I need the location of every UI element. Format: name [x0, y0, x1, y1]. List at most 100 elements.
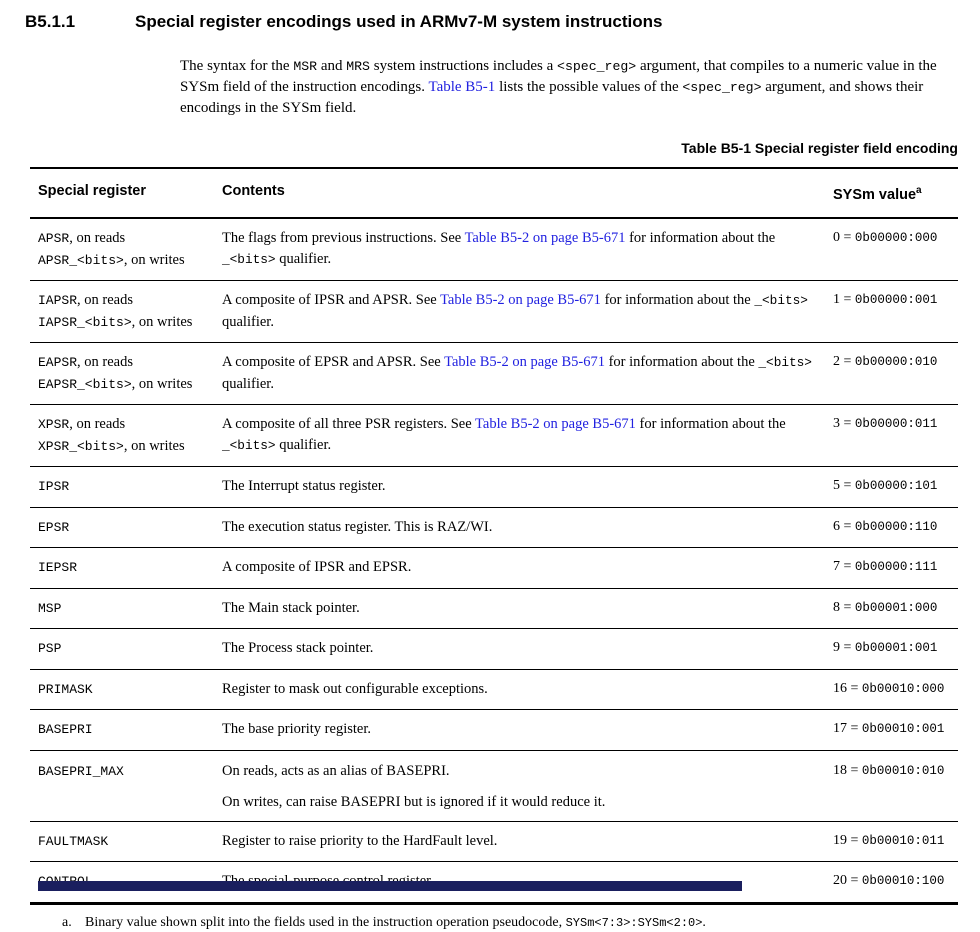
text-run: argument, and shows their encodings in t… — [180, 79, 924, 116]
sysm-value-cell: 6 = 0b00000:110 — [833, 517, 958, 539]
header-sysm-value-label: SYSm value — [833, 186, 917, 203]
text-run: 1 = — [833, 292, 855, 308]
text-run: The syntax for the — [180, 58, 294, 74]
register-line: PRIMASK — [38, 679, 222, 701]
code-text: <spec_reg> — [557, 59, 637, 74]
text-run: , on reads — [69, 416, 126, 433]
text-run: 0 = — [833, 230, 855, 246]
cross-reference-link[interactable]: Table B5-2 on page B5-671 — [444, 354, 605, 371]
code-text: 0b00010:000 — [861, 681, 945, 696]
table-row: IEPSR A composite of IPSR and EPSR. 7 = 0b… — [30, 547, 958, 588]
code-text: 0b00001:000 — [854, 600, 938, 615]
register-cell: PRIMASK — [38, 679, 222, 701]
text-run: qualifier. — [275, 436, 332, 453]
text-run: 6 = — [833, 518, 855, 534]
table-row: PSP The Process stack pointer. 9 = 0b00001… — [30, 628, 958, 669]
code-text: IAPSR — [38, 293, 78, 309]
contents-paragraph: On reads, acts as an alias of BASEPRI. — [222, 761, 815, 782]
text-run: , on reads — [69, 230, 126, 247]
text-run: , on writes — [131, 375, 193, 392]
register-line: APSR_<bits>, on writes — [38, 250, 222, 272]
text-run: and — [317, 58, 347, 74]
text-run: , on writes — [123, 251, 185, 268]
contents-cell: Register to raise priority to the HardFa… — [222, 831, 833, 853]
contents-cell: A composite of IPSR and EPSR. — [222, 557, 833, 579]
sysm-value-cell: 3 = 0b00000:011 — [833, 414, 958, 457]
contents-paragraph: A composite of IPSR and EPSR. — [222, 557, 815, 578]
code-text: XPSR_<bits> — [38, 438, 124, 454]
contents-paragraph: A composite of IPSR and APSR. See Table … — [222, 290, 815, 332]
register-line: APSR, on reads — [38, 228, 222, 250]
sysm-value-cell: 5 = 0b00000:101 — [833, 476, 958, 498]
register-cell: APSR, on reads APSR_<bits>, on writes — [38, 228, 222, 271]
contents-paragraph: The flags from previous instructions. Se… — [222, 228, 815, 270]
table-row: BASEPRI The base priority register. 17 = 0… — [30, 709, 958, 750]
table-row: IAPSR, on reads IAPSR_<bits>, on writes A … — [30, 280, 958, 342]
code-text: BASEPRI_MAX — [38, 763, 124, 779]
code-text: PRIMASK — [38, 681, 93, 697]
code-text: 0b00000:011 — [854, 417, 938, 432]
register-line: IAPSR, on reads — [38, 290, 222, 312]
register-line: PSP — [38, 638, 222, 660]
header-special-register: Special register — [38, 183, 146, 199]
contents-paragraph: The Process stack pointer. — [222, 638, 815, 659]
contents-cell: On reads, acts as an alias of BASEPRI. On… — [222, 761, 833, 813]
code-text: IEPSR — [38, 560, 78, 576]
code-text: MRS — [346, 59, 370, 74]
text-run: A composite of IPSR and APSR. See — [222, 292, 441, 309]
code-text: 0b00000:001 — [854, 293, 938, 308]
text-run: A composite of IPSR and EPSR. — [222, 559, 412, 576]
sysm-value-cell: 18 = 0b00010:010 — [833, 761, 958, 813]
contents-cell: The execution status register. This is R… — [222, 517, 833, 539]
table-row: BASEPRI_MAX On reads, acts as an alias of… — [30, 749, 958, 821]
cross-reference-link[interactable]: Table B5-1 — [428, 79, 496, 95]
cross-reference-link[interactable]: Table B5-2 on page B5-671 — [475, 416, 636, 433]
register-line: FAULTMASK — [38, 831, 222, 853]
text-run: , on reads — [77, 354, 133, 371]
cross-reference-link[interactable]: Table B5-2 on page B5-671 — [464, 230, 626, 247]
contents-paragraph: A composite of EPSR and APSR. See Table … — [222, 352, 815, 394]
code-text: _<bits> — [754, 293, 808, 309]
register-cell: XPSR, on reads XPSR_<bits>, on writes — [38, 414, 222, 457]
text-run: Register to mask out configurable except… — [222, 680, 488, 697]
code-text: PSP — [38, 641, 62, 657]
text-run: The base priority register. — [222, 721, 371, 738]
code-text: APSR — [38, 231, 70, 247]
section-heading: B5.1.1 Special register encodings used i… — [25, 12, 980, 32]
register-cell: PSP — [38, 638, 222, 660]
sysm-value-cell: 9 = 0b00001:001 — [833, 638, 958, 660]
cross-reference-link[interactable]: Table B5-2 on page B5-671 — [440, 292, 601, 309]
code-text: 0b00010:001 — [861, 722, 945, 737]
register-cell: IEPSR — [38, 557, 222, 579]
register-cell: EPSR — [38, 517, 222, 539]
code-text: EPSR — [38, 519, 70, 535]
register-cell: BASEPRI — [38, 719, 222, 741]
text-run: The execution status register. This is R… — [222, 518, 493, 535]
code-text: APSR_<bits> — [38, 252, 124, 268]
register-line: EPSR — [38, 517, 222, 539]
contents-paragraph: Register to raise priority to the HardFa… — [222, 831, 815, 852]
text-run: for information about the — [600, 292, 755, 309]
text-run: for information about the — [625, 230, 776, 247]
contents-cell: The Interrupt status register. — [222, 476, 833, 498]
sysm-value-cell: 0 = 0b00000:000 — [833, 228, 958, 271]
table-caption: Table B5-1 Special register field encodi… — [681, 140, 958, 156]
code-text: _<bits> — [758, 355, 812, 371]
code-text: EAPSR — [38, 355, 78, 371]
text-run: qualifier. — [222, 313, 274, 330]
header-contents: Contents — [222, 183, 285, 199]
register-line: IAPSR_<bits>, on writes — [38, 312, 222, 334]
register-cell: EAPSR, on reads EAPSR_<bits>, on writes — [38, 352, 222, 395]
register-cell: IPSR — [38, 476, 222, 498]
contents-cell: The base priority register. — [222, 719, 833, 741]
contents-paragraph: A composite of all three PSR registers. … — [222, 414, 815, 456]
text-run: , on writes — [131, 313, 193, 330]
text-run: 18 = — [833, 762, 862, 778]
intro-paragraph: The syntax for the MSR and MRS system in… — [180, 56, 958, 118]
register-line: BASEPRI_MAX — [38, 761, 222, 783]
text-run: Register to raise priority to the HardFa… — [222, 832, 498, 849]
text-run: lists the possible values of the — [495, 79, 683, 95]
text-run: The Process stack pointer. — [222, 640, 374, 657]
code-text: 0b00000:010 — [854, 355, 938, 370]
text-run: 3 = — [833, 416, 855, 432]
